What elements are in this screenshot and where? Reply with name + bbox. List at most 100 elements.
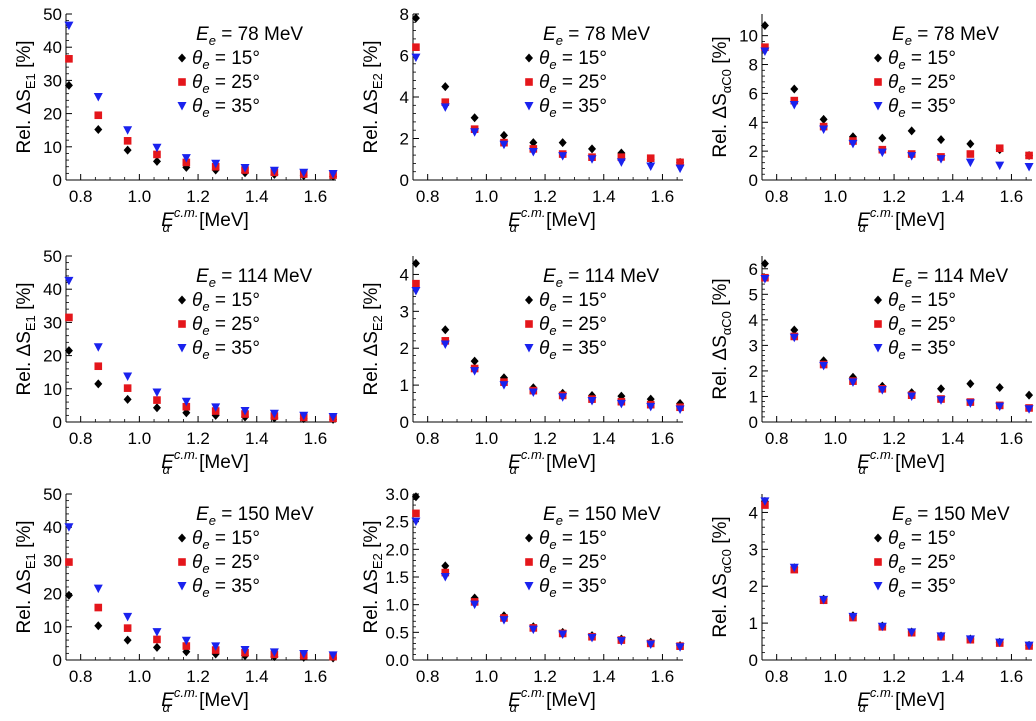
data-point-triangle-down-marker <box>123 372 133 382</box>
legend-entry: θe = 15° <box>192 528 260 552</box>
legend-entry: θe = 35° <box>888 96 956 120</box>
x-tick-label: 1.6 <box>1000 429 1024 448</box>
legend-entry: θe = 15° <box>539 48 607 72</box>
data-point-square-marker <box>617 153 626 161</box>
data-point-triangle-down-marker <box>269 409 279 419</box>
data-point-diamond-marker <box>123 145 132 155</box>
data-point-diamond-marker <box>937 135 946 145</box>
legend-triangle-down-marker <box>177 102 187 111</box>
data-point-triangle-down-marker <box>499 140 509 150</box>
x-tick-label: 1.2 <box>186 667 210 686</box>
data-point-triangle-down-marker <box>907 152 917 161</box>
legend-title: Ee = 150 MeV <box>543 504 661 528</box>
data-point-diamond-marker <box>94 621 103 631</box>
legend-diamond-marker <box>525 295 533 305</box>
x-tick-label: 1.6 <box>304 187 328 206</box>
x-axis-label: Ec.m. α [MeV] <box>857 205 945 235</box>
data-point-diamond-marker <box>907 126 916 136</box>
y-tick-label: 0.0 <box>385 651 409 670</box>
y-tick-label: 0 <box>749 651 758 670</box>
legend-title: Ee = 78 MeV <box>543 24 650 48</box>
y-tick-label: 2 <box>400 130 409 149</box>
data-point-square-marker <box>94 362 103 371</box>
y-tick-label: 0 <box>400 413 409 432</box>
y-tick-label: 3 <box>749 540 758 559</box>
y-tick-label: 1 <box>400 376 409 395</box>
data-point-diamond-marker <box>499 130 508 140</box>
data-point-triangle-down-marker <box>528 388 538 397</box>
x-tick-label: 1.6 <box>1000 667 1024 686</box>
data-point-triangle-down-marker <box>995 638 1005 648</box>
data-point-square-marker <box>441 568 450 577</box>
x-tick-label: 1.6 <box>1000 187 1024 206</box>
data-point-triangle-down-marker <box>616 637 626 646</box>
x-tick-label: 1.0 <box>824 187 848 206</box>
data-point-triangle-down-marker <box>789 333 799 343</box>
data-point-triangle-down-marker <box>760 497 770 506</box>
x-tick-label: 1.6 <box>304 429 328 448</box>
x-tick-label: 0.8 <box>69 667 93 686</box>
legend-entry: θe = 35° <box>888 338 956 362</box>
data-point-diamond-marker <box>966 379 975 389</box>
legend-entry: θe = 35° <box>539 96 607 120</box>
data-point-square-marker <box>94 111 103 120</box>
y-tick-label: 4 <box>400 88 409 107</box>
y-tick-label: 3.0 <box>385 485 409 504</box>
legend-entry: θe = 25° <box>539 314 607 338</box>
legend-diamond-marker <box>178 295 186 305</box>
data-point-triangle-down-marker <box>995 161 1005 171</box>
data-point-triangle-down-marker <box>819 595 829 605</box>
y-axis-label: Rel. ΔSαC0 [%] <box>710 36 734 157</box>
data-point-triangle-down-marker <box>558 393 568 402</box>
data-point-triangle-down-marker <box>965 635 975 644</box>
legend-entry: θe = 25° <box>539 552 607 576</box>
data-point-triangle-down-marker <box>789 563 799 573</box>
x-tick-label: 1.4 <box>592 667 616 686</box>
y-tick-label: 0 <box>749 171 758 190</box>
x-tick-label: 0.8 <box>765 429 789 448</box>
y-tick-label: 2 <box>749 142 758 161</box>
data-point-triangle-down-marker <box>93 93 103 102</box>
x-tick-label: 1.6 <box>651 667 675 686</box>
y-tick-label: 1 <box>749 387 758 406</box>
y-tick-label: 6 <box>749 260 758 279</box>
data-point-triangle-down-marker <box>848 612 858 622</box>
data-point-square-marker <box>123 384 132 392</box>
data-point-triangle-down-marker <box>528 147 538 157</box>
data-point-triangle-down-marker <box>1024 163 1034 172</box>
y-tick-label: 20 <box>43 105 62 124</box>
data-point-square-marker <box>65 55 73 63</box>
x-tick-label: 0.8 <box>416 667 440 686</box>
chart-panel: 0 10 20 30 40 50 0.8 1.0 1.2 1.4 1.6 Ec.m. α [MeV] Re… <box>14 247 338 477</box>
legend-title: Ee = 114 MeV <box>892 266 1009 290</box>
legend-entry: θe = 15° <box>192 48 260 72</box>
y-tick-label: 10 <box>43 618 62 637</box>
legend-entry: θe = 35° <box>539 338 607 362</box>
y-tick-label: 0 <box>53 413 62 432</box>
legend-diamond-marker <box>874 53 882 63</box>
x-axis-label: Ec.m. α [MeV] <box>857 685 945 715</box>
legend-entry: θe = 15° <box>888 290 956 314</box>
legend-square-marker <box>525 320 533 328</box>
legend-entry: θe = 15° <box>539 528 607 552</box>
y-tick-label: 8 <box>400 5 409 24</box>
data-point-triangle-down-marker <box>907 392 917 401</box>
data-point-triangle-down-marker <box>64 21 74 31</box>
data-point-triangle-down-marker <box>499 616 509 625</box>
chart-panel: 0 10 20 30 40 50 0.8 1.0 1.2 1.4 1.6 Ec.m. α [MeV] Re… <box>14 485 338 715</box>
data-point-diamond-marker <box>441 561 450 571</box>
legend-square-marker <box>178 78 186 86</box>
x-tick-label: 0.8 <box>416 429 440 448</box>
x-tick-label: 0.8 <box>69 429 93 448</box>
x-tick-label: 1.0 <box>824 667 848 686</box>
legend-square-marker <box>178 558 186 566</box>
x-tick-label: 1.2 <box>186 429 210 448</box>
data-point-square-marker <box>182 642 191 650</box>
data-point-diamond-marker <box>411 13 420 23</box>
y-tick-label: 30 <box>43 313 62 332</box>
y-tick-label: 20 <box>43 585 62 604</box>
y-tick-label: 40 <box>43 38 62 57</box>
data-point-triangle-down-marker <box>936 155 946 164</box>
y-tick-label: 6 <box>749 84 758 103</box>
legend-square-marker <box>525 78 533 86</box>
